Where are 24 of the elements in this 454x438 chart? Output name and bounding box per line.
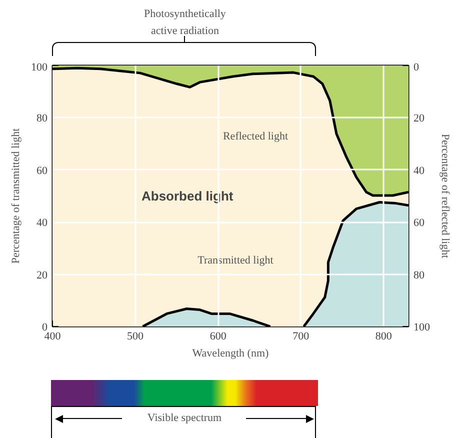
text: Photosynthetically active radiation (143, 7, 227, 39)
y2-tick-label: 100 (414, 322, 430, 334)
y2-tick-label: 0 (414, 62, 420, 74)
y-tick-label: 0 (42, 322, 48, 334)
x-tick-label: 800 (375, 330, 392, 342)
y-tick-label: 100 (31, 62, 48, 74)
y2-tick-label: 60 (414, 217, 425, 230)
annotation: Transmitted light (198, 254, 274, 266)
y2-tick-label: 80 (414, 269, 425, 282)
x-tick-label: 500 (127, 330, 144, 342)
y-tick-label: 80 (36, 112, 48, 125)
y2-axis-title: Percentage of reflected light (439, 134, 451, 258)
y-tick-label: 40 (36, 217, 48, 230)
text: Visible spectrum (146, 411, 223, 426)
y2-tick-label: 40 (414, 164, 425, 177)
y2-tick-label: 20 (414, 112, 425, 125)
x-axis-title: Wavelength (nm) (192, 348, 270, 360)
x-tick-label: 400 (44, 330, 62, 342)
y-axis-title: Percentage of transmitted light (10, 128, 22, 264)
x-tick-label: 700 (292, 330, 310, 342)
annotation: Reflected light (222, 130, 288, 142)
y-tick-label: 60 (36, 164, 48, 177)
y-tick-label: 20 (36, 269, 48, 282)
x-tick-label: 600 (210, 330, 227, 342)
